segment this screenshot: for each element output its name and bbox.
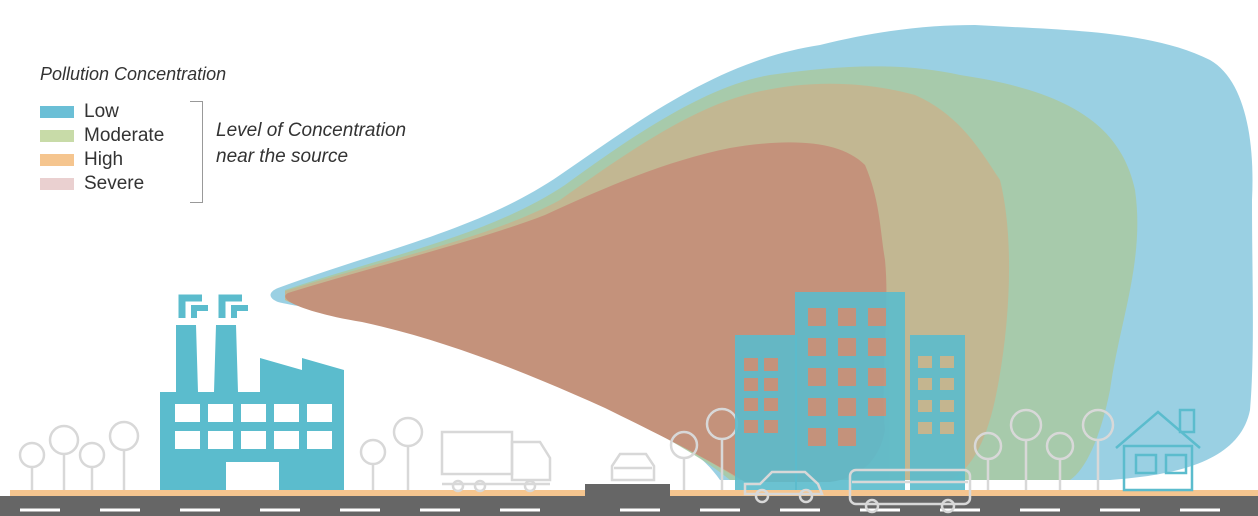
tree-icon <box>108 420 140 490</box>
factory-icon <box>160 294 344 490</box>
tree-icon <box>1081 408 1115 490</box>
legend-label-high: High <box>84 149 124 170</box>
legend-swatch-high <box>40 154 74 166</box>
legend-title: Pollution Concentration <box>40 64 227 84</box>
office-building-icon <box>735 335 797 490</box>
road <box>0 496 1258 516</box>
legend-item-low: Low <box>40 100 164 124</box>
legend-label-moderate: Moderate <box>84 125 165 146</box>
house-icon <box>1115 408 1201 492</box>
legend-swatch-severe <box>40 178 74 190</box>
truck-icon <box>440 430 552 493</box>
tree-icon <box>392 416 424 490</box>
office-building-icon <box>910 335 965 490</box>
legend-bracket <box>190 101 203 203</box>
bracket-note-line2: near the source <box>216 146 349 167</box>
car-icon <box>610 452 656 482</box>
bus-icon <box>848 468 972 514</box>
legend: Low Moderate High Severe <box>40 100 164 196</box>
office-building-icon <box>795 292 905 490</box>
bracket-note-line1: Level of Concentration <box>216 120 407 141</box>
tree-icon <box>973 431 1003 490</box>
tree-icon <box>669 430 699 490</box>
legend-label-low: Low <box>84 101 119 122</box>
tree-icon <box>1009 408 1043 490</box>
legend-swatch-moderate <box>40 130 74 142</box>
road-dip <box>585 484 670 496</box>
legend-item-high: High <box>40 148 164 172</box>
tree-icon <box>1045 431 1075 490</box>
car-icon <box>743 470 824 504</box>
legend-item-severe: Severe <box>40 172 164 196</box>
tree-icon <box>359 438 387 490</box>
legend-item-moderate: Moderate <box>40 124 164 148</box>
tree-icon <box>48 424 80 490</box>
tree-icon <box>78 441 106 490</box>
tree-icon <box>18 441 46 490</box>
legend-swatch-low <box>40 106 74 118</box>
legend-label-severe: Severe <box>84 173 145 194</box>
bracket-note: Level of Concentration near the source <box>216 118 406 170</box>
